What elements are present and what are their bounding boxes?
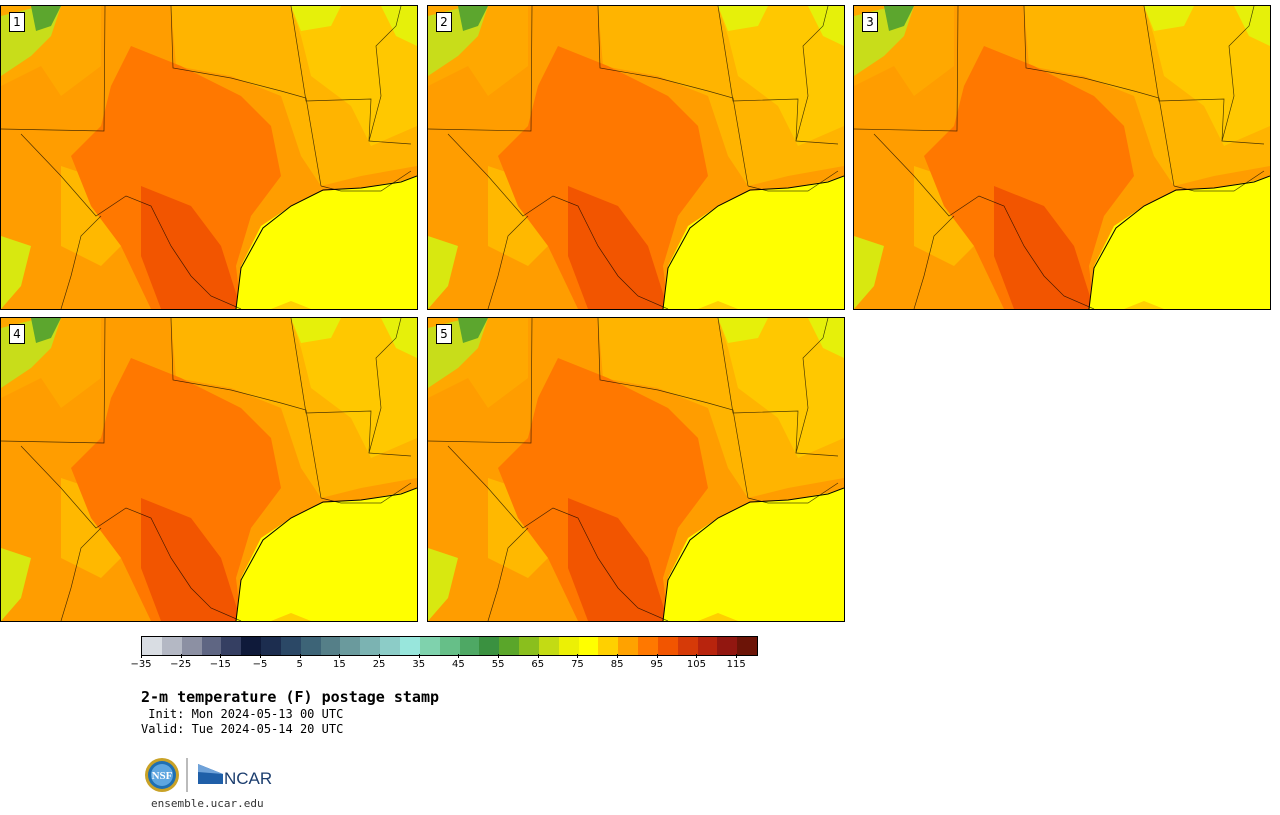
- svg-text:NSF: NSF: [152, 770, 173, 782]
- colorbar-tick: [220, 654, 222, 658]
- map-panel-4: 4: [0, 317, 418, 622]
- panel-number: 5: [436, 324, 452, 344]
- colorbar-segment-8: [300, 637, 321, 655]
- colorbar-segment-13: [399, 637, 420, 655]
- colorbar-tick-label: 15: [333, 659, 346, 670]
- temperature-map: [1, 6, 417, 309]
- colorbar-tick-label: 25: [372, 659, 386, 670]
- colorbar-segment-17: [479, 637, 500, 655]
- colorbar-segment-30: [737, 637, 758, 655]
- colorbar-segment-1: [161, 637, 182, 655]
- colorbar-tick: [696, 654, 698, 658]
- colorbar-tick: [577, 654, 579, 658]
- colorbar-segment-9: [320, 637, 341, 655]
- colorbar-segment-7: [280, 637, 301, 655]
- colorbar-segment-21: [558, 637, 579, 655]
- colorbar-segment-23: [598, 637, 619, 655]
- colorbar-segment-4: [221, 637, 242, 655]
- colorbar-ticks: −35 −25 −15 −5 5 15 25 35 45 55 65 75 85 95 105 115: [130, 654, 756, 678]
- panel-number: 3: [862, 12, 878, 32]
- colorbar-tick: [617, 654, 619, 658]
- colorbar-tick-label: 65: [531, 659, 545, 670]
- colorbar: [141, 636, 758, 656]
- colorbar-tick: [339, 654, 341, 658]
- colorbar-tick-label: 75: [571, 659, 584, 670]
- colorbar-segment-5: [241, 637, 262, 655]
- colorbar-tick: [379, 654, 381, 658]
- colorbar-tick-label: 55: [491, 659, 505, 670]
- map-panel-1: 1: [0, 5, 418, 310]
- colorbar-tick: [418, 654, 420, 658]
- colorbar-tick-label: 115: [726, 659, 746, 670]
- colorbar-segment-26: [657, 637, 678, 655]
- colorbar-segment-16: [459, 637, 480, 655]
- colorbar-tick: [180, 654, 182, 658]
- colorbar-segment-6: [261, 637, 281, 655]
- temperature-map: [1, 318, 417, 621]
- map-panel-2: 2: [427, 5, 845, 310]
- init-time: Init: Mon 2024-05-13 00 UTC: [141, 707, 344, 721]
- colorbar-tick-label: 35: [412, 659, 426, 670]
- colorbar-segment-24: [618, 637, 639, 655]
- colorbar-tick: [537, 654, 539, 658]
- colorbar-tick: [498, 654, 500, 658]
- colorbar-tick: [656, 654, 658, 658]
- colorbar-segment-11: [360, 637, 381, 655]
- colorbar-segment-10: [340, 637, 361, 655]
- colorbar-tick: [458, 654, 460, 658]
- colorbar-tick-label: 45: [452, 659, 465, 670]
- map-panel-5: 5: [427, 317, 845, 622]
- colorbar-tick: [260, 654, 262, 658]
- panel-number: 2: [436, 12, 452, 32]
- colorbar-tick: [736, 654, 738, 658]
- colorbar-tick: [141, 654, 142, 658]
- panel-number: 4: [9, 324, 25, 344]
- colorbar-segment-25: [638, 637, 658, 655]
- colorbar-tick-label: −35: [130, 659, 152, 670]
- colorbar-segment-3: [201, 637, 222, 655]
- colorbar-segment-18: [499, 637, 520, 655]
- colorbar-tick-label: 85: [610, 659, 624, 670]
- colorbar-segment-2: [181, 637, 202, 655]
- colorbar-tick-label: −25: [170, 659, 192, 670]
- temperature-map: [428, 318, 844, 621]
- map-panel-3: 3: [853, 5, 1271, 310]
- colorbar-tick-label: 5: [296, 659, 303, 670]
- temperature-map: [428, 6, 844, 309]
- colorbar-segment-29: [717, 637, 738, 655]
- svg-text:NCAR: NCAR: [224, 769, 272, 788]
- nsf-logo-icon: NSF: [145, 758, 179, 792]
- colorbar-segment-20: [538, 637, 559, 655]
- colorbar-tick-label: −5: [252, 659, 268, 670]
- colorbar-segment-22: [578, 637, 599, 655]
- colorbar-segment-15: [439, 637, 460, 655]
- colorbar-tick-label: 95: [650, 659, 664, 670]
- colorbar-segment-19: [519, 637, 539, 655]
- colorbar-segment-27: [677, 637, 698, 655]
- colorbar-segment-14: [419, 637, 440, 655]
- colorbar-tick-label: 105: [686, 659, 707, 670]
- temperature-map: [854, 6, 1270, 309]
- map-title: 2-m temperature (F) postage stamp: [141, 688, 440, 706]
- colorbar-segment-28: [697, 637, 718, 655]
- site-url: ensemble.ucar.edu: [151, 797, 264, 810]
- colorbar-tick: [299, 654, 301, 658]
- panel-number: 1: [9, 12, 25, 32]
- colorbar-tick-label: −15: [209, 659, 231, 670]
- colorbar-segment-12: [380, 637, 400, 655]
- colorbar-segment-0: [142, 637, 162, 655]
- logos: NSF NCAR: [143, 756, 273, 798]
- valid-time: Valid: Tue 2024-05-14 20 UTC: [141, 722, 344, 736]
- ncar-logo-icon: NCAR: [198, 764, 272, 788]
